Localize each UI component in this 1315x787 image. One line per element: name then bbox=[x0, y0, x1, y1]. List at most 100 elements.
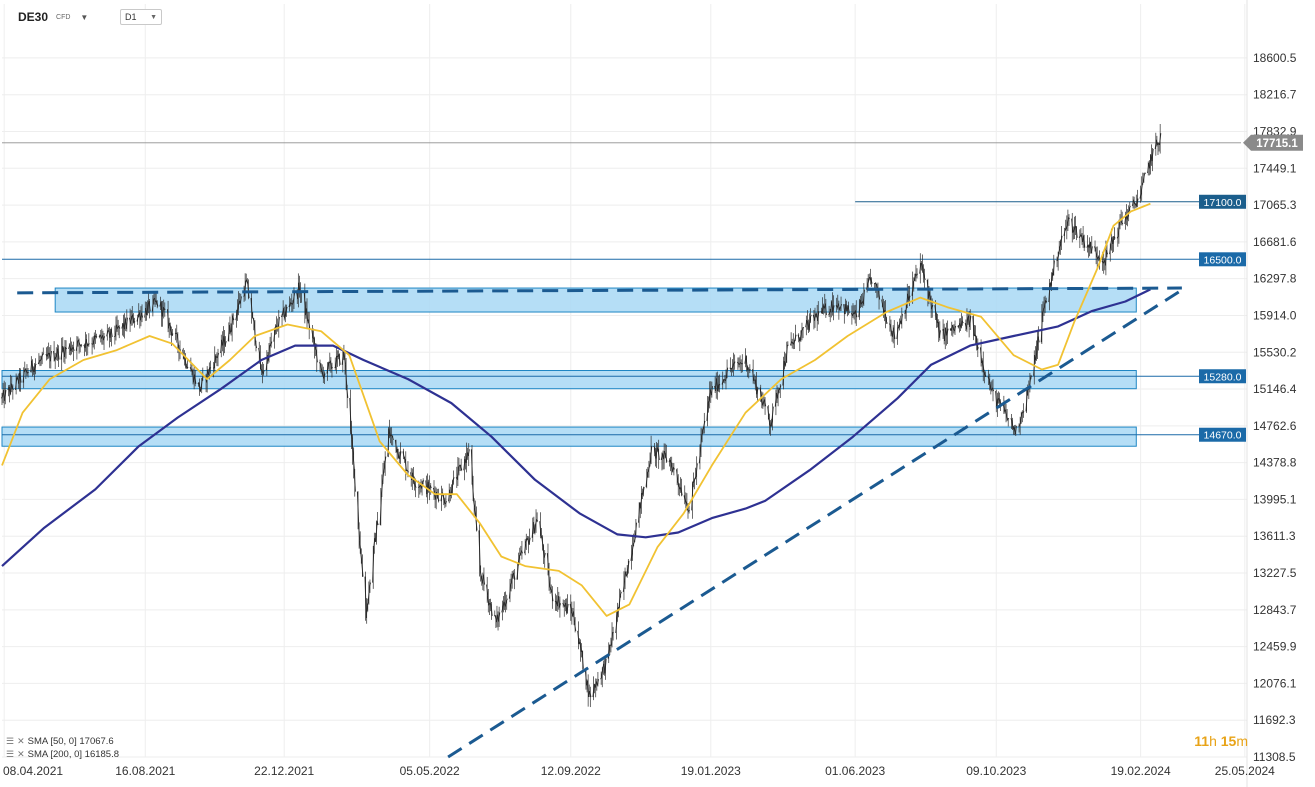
candle-body bbox=[520, 550, 523, 554]
price-tick-label: 12076.1 bbox=[1253, 676, 1297, 690]
candle-body bbox=[352, 455, 355, 470]
candle-body bbox=[55, 355, 58, 359]
candle-body bbox=[695, 463, 698, 477]
price-tick-label: 11692.3 bbox=[1253, 713, 1296, 727]
candle-body bbox=[323, 373, 326, 379]
candle-body bbox=[350, 429, 353, 440]
chevron-down-icon[interactable]: ▼ bbox=[80, 12, 89, 22]
candle-body bbox=[784, 360, 787, 366]
candle-body bbox=[896, 327, 899, 340]
candle-body bbox=[691, 483, 694, 511]
candle-body bbox=[1065, 223, 1068, 229]
timeframe-select[interactable]: D1 ▼ bbox=[120, 9, 162, 25]
indicator-legend-sma50[interactable]: ☰ ✕ SMA [50, 0] 17067.6 bbox=[6, 736, 114, 747]
price-axis[interactable]: 18600.518216.717832.917449.117065.316681… bbox=[1253, 51, 1297, 764]
support-zone bbox=[1, 370, 1137, 390]
candle-body bbox=[201, 375, 204, 379]
candle-body bbox=[785, 344, 788, 361]
candle-body bbox=[622, 580, 626, 592]
price-tick-label: 12843.7 bbox=[1253, 603, 1297, 617]
candle-body bbox=[808, 317, 811, 331]
candle-body bbox=[558, 603, 561, 608]
symbol-selector[interactable]: DE30 CFD ▼ bbox=[18, 6, 88, 28]
candle-body bbox=[649, 446, 653, 462]
candle-body bbox=[653, 445, 656, 449]
indicator-label: SMA [50, 0] 17067.6 bbox=[27, 736, 114, 747]
candle-body bbox=[510, 582, 513, 586]
candle-body bbox=[252, 318, 255, 325]
candle-body bbox=[335, 355, 338, 369]
current-price-tag bbox=[1243, 134, 1303, 151]
candle-body bbox=[176, 334, 179, 346]
candle-body bbox=[93, 335, 96, 344]
candle-body bbox=[869, 276, 872, 279]
candle-body bbox=[922, 269, 925, 277]
indicator-legend-sma200[interactable]: ☰ ✕ SMA [200, 0] 16185.8 bbox=[6, 749, 119, 760]
symbol-type: CFD bbox=[56, 13, 71, 21]
candle-body bbox=[406, 470, 409, 473]
candle-body bbox=[645, 472, 648, 487]
candle-body bbox=[618, 595, 621, 608]
candle-body bbox=[110, 329, 113, 337]
settings-icon[interactable]: ☰ bbox=[6, 736, 15, 746]
candle-body bbox=[546, 553, 550, 571]
candle-body bbox=[1066, 217, 1069, 224]
candle-body bbox=[379, 495, 382, 525]
time-tick-label: 25.05.2024 bbox=[1215, 764, 1275, 778]
candle-body bbox=[525, 538, 528, 544]
candle-body bbox=[821, 305, 824, 314]
candle-body bbox=[885, 320, 888, 324]
candle-body bbox=[244, 281, 247, 296]
candle-body bbox=[80, 344, 83, 347]
candle-body bbox=[1121, 221, 1124, 225]
candle-body bbox=[1063, 228, 1066, 236]
candle-body bbox=[303, 290, 306, 316]
candle-body bbox=[862, 289, 865, 305]
candle-body bbox=[391, 435, 394, 441]
candle-body bbox=[1044, 300, 1047, 308]
candle-body bbox=[474, 507, 477, 517]
level-label-text: 14670.0 bbox=[1204, 430, 1242, 442]
candle-body bbox=[824, 303, 827, 316]
candle-body bbox=[237, 300, 240, 308]
candle-body bbox=[31, 360, 34, 370]
candle-body bbox=[1134, 203, 1137, 205]
candle-body bbox=[953, 325, 957, 332]
candle-body bbox=[376, 521, 379, 526]
candle-body bbox=[489, 602, 492, 605]
candle-body bbox=[429, 485, 432, 489]
candle-body bbox=[417, 486, 420, 488]
candle-body bbox=[9, 383, 12, 395]
candle-body bbox=[361, 561, 364, 577]
candle-body bbox=[866, 285, 869, 290]
time-tick-label: 12.09.2022 bbox=[541, 764, 601, 778]
candle-body bbox=[40, 358, 43, 362]
candle-body bbox=[889, 325, 893, 333]
candle-body bbox=[938, 330, 941, 338]
candle-countdown: 11h 15m bbox=[1194, 733, 1248, 749]
candle-body bbox=[232, 315, 235, 321]
settings-icon[interactable]: ☰ bbox=[6, 749, 15, 759]
candle-body bbox=[27, 371, 29, 374]
candle-body bbox=[976, 347, 979, 350]
candle-body bbox=[752, 369, 755, 381]
price-candles bbox=[0, 123, 1162, 708]
candle-body bbox=[213, 355, 216, 369]
time-axis[interactable]: 08.04.2021 16.08.2021 22.12.2021 05.05.2022… bbox=[3, 764, 1275, 778]
candle-body bbox=[1151, 148, 1154, 162]
candle-body bbox=[701, 432, 704, 438]
candle-body bbox=[60, 346, 63, 360]
candle-body bbox=[1006, 415, 1009, 420]
candle-body bbox=[283, 308, 286, 319]
candle-body bbox=[437, 496, 440, 502]
candle-body bbox=[934, 305, 937, 316]
candle-body bbox=[404, 459, 407, 471]
candle-body bbox=[633, 536, 636, 543]
level-label-text: 16500.0 bbox=[1204, 254, 1242, 266]
price-tick-label: 15914.0 bbox=[1253, 308, 1297, 322]
close-icon[interactable]: ✕ bbox=[17, 736, 25, 746]
candle-body bbox=[289, 302, 292, 304]
candle-body bbox=[63, 347, 67, 358]
close-icon[interactable]: ✕ bbox=[17, 749, 25, 759]
